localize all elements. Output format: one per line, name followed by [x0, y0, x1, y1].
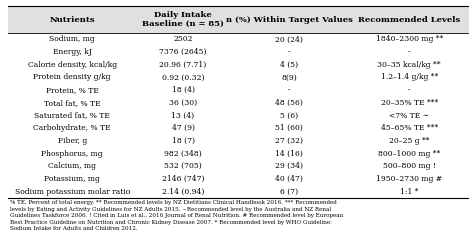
Text: 982 (348): 982 (348)	[164, 150, 202, 158]
Text: Recommended Levels: Recommended Levels	[358, 16, 460, 24]
Text: 1950–2730 mg #: 1950–2730 mg #	[376, 175, 442, 183]
Text: Protein density g/kg: Protein density g/kg	[34, 73, 111, 82]
Text: 20–35% TE ***: 20–35% TE ***	[381, 99, 438, 107]
Text: Calorie density, kcal/kg: Calorie density, kcal/kg	[27, 61, 117, 69]
Text: 18 (4): 18 (4)	[172, 86, 194, 94]
Text: -: -	[288, 48, 291, 56]
Text: Sodium potassium molar ratio: Sodium potassium molar ratio	[15, 188, 130, 196]
Text: 45–65% TE ***: 45–65% TE ***	[381, 124, 438, 132]
Text: 6 (7): 6 (7)	[280, 188, 298, 196]
Text: 0.92 (0.32): 0.92 (0.32)	[162, 73, 204, 82]
Text: Saturated fat, % TE: Saturated fat, % TE	[34, 112, 110, 120]
Text: 1.2–1.4 g/kg **: 1.2–1.4 g/kg **	[381, 73, 438, 82]
Text: 2502: 2502	[173, 36, 193, 43]
Text: -: -	[408, 86, 410, 94]
Text: 1:1 *: 1:1 *	[400, 188, 419, 196]
Text: 20.96 (7.71): 20.96 (7.71)	[159, 61, 207, 69]
Text: -: -	[288, 86, 291, 94]
Text: Calcium, mg: Calcium, mg	[48, 162, 96, 170]
Text: <7% TE ∼: <7% TE ∼	[389, 112, 429, 120]
Text: 500–800 mg !: 500–800 mg !	[383, 162, 436, 170]
Text: 20–25 g **: 20–25 g **	[389, 137, 429, 145]
Text: 27 (32): 27 (32)	[275, 137, 303, 145]
Text: 47 (9): 47 (9)	[172, 124, 194, 132]
Text: 20 (24): 20 (24)	[275, 36, 303, 43]
Text: 30–35 kcal/kg **: 30–35 kcal/kg **	[377, 61, 441, 69]
Text: 14 (16): 14 (16)	[275, 150, 303, 158]
Text: 5 (6): 5 (6)	[280, 112, 298, 120]
Text: 4 (5): 4 (5)	[280, 61, 298, 69]
Text: 18 (7): 18 (7)	[172, 137, 194, 145]
Text: n (%) Within Target Values: n (%) Within Target Values	[226, 16, 353, 24]
Text: 532 (705): 532 (705)	[164, 162, 202, 170]
Text: 40 (47): 40 (47)	[275, 175, 303, 183]
Text: 13 (4): 13 (4)	[172, 112, 194, 120]
FancyBboxPatch shape	[8, 6, 469, 33]
Text: 8(9): 8(9)	[282, 73, 297, 82]
Text: Protein, % TE: Protein, % TE	[46, 86, 99, 94]
Text: 1840–2300 mg **: 1840–2300 mg **	[375, 36, 443, 43]
Text: 2146 (747): 2146 (747)	[162, 175, 204, 183]
Text: 51 (60): 51 (60)	[275, 124, 303, 132]
Text: 7376 (2645): 7376 (2645)	[159, 48, 207, 56]
Text: Sodium, mg: Sodium, mg	[49, 36, 95, 43]
Text: -: -	[408, 48, 410, 56]
Text: Phosphorus, mg: Phosphorus, mg	[41, 150, 103, 158]
Text: 36 (30): 36 (30)	[169, 99, 197, 107]
Text: Nutrients: Nutrients	[49, 16, 95, 24]
Text: Fiber, g: Fiber, g	[58, 137, 87, 145]
Text: Energy, kJ: Energy, kJ	[53, 48, 91, 56]
Text: 48 (56): 48 (56)	[275, 99, 303, 107]
Text: 2.14 (0.94): 2.14 (0.94)	[162, 188, 204, 196]
Text: Potassium, mg: Potassium, mg	[44, 175, 100, 183]
Text: 800–1000 mg **: 800–1000 mg **	[378, 150, 440, 158]
Text: Carbohydrate, % TE: Carbohydrate, % TE	[33, 124, 111, 132]
Text: % TE, Percent of total energy. ** Recommended levels by NZ Dietitians Clinical H: % TE, Percent of total energy. ** Recomm…	[10, 200, 343, 231]
Text: 29 (34): 29 (34)	[275, 162, 303, 170]
Text: Total fat, % TE: Total fat, % TE	[44, 99, 100, 107]
Text: Daily Intake
Baseline (n = 85): Daily Intake Baseline (n = 85)	[142, 11, 224, 28]
